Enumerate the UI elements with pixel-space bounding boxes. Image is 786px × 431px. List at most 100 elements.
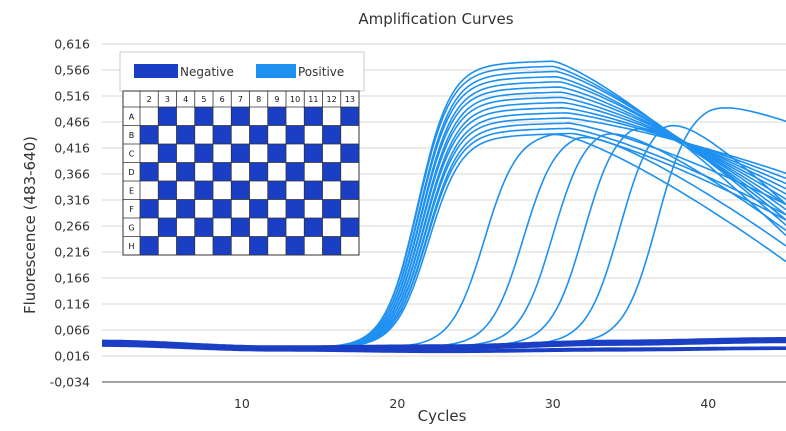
- chart-title: Amplification Curves: [358, 10, 513, 28]
- plate-well-negative: [176, 162, 195, 181]
- plate-well-negative: [249, 199, 268, 218]
- plate-well-negative: [176, 199, 195, 218]
- legend-swatch-positive: [256, 64, 296, 78]
- x-tick-label: 30: [545, 396, 561, 411]
- plate-well-negative: [140, 125, 159, 144]
- plate-well-negative: [249, 236, 268, 255]
- plate-well-negative: [286, 125, 305, 144]
- plate-well-negative: [231, 144, 250, 163]
- plate-well-negative: [267, 107, 286, 126]
- legend-label-positive: Positive: [298, 65, 344, 79]
- plate-well-negative: [194, 218, 213, 237]
- x-tick-label: 20: [389, 396, 405, 411]
- plate-well-negative: [213, 162, 232, 181]
- plate-well-negative: [322, 125, 341, 144]
- plate-column-label: 10: [290, 95, 300, 104]
- plate-well-negative: [140, 162, 159, 181]
- plate-column-label: 4: [183, 95, 188, 104]
- x-axis-label: Cycles: [418, 407, 467, 425]
- plate-well-negative: [194, 144, 213, 163]
- plate-row-label: E: [129, 186, 134, 195]
- x-axis-ticks: 10 20 30 40: [234, 396, 716, 411]
- y-tick-label: 0,466: [54, 115, 90, 130]
- plate-well-negative: [213, 236, 232, 255]
- y-axis-ticks: 0,616 0,566 0,516 0,466 0,416 0,366 0,316 0,266…: [50, 37, 90, 390]
- y-tick-label: 0,366: [54, 167, 90, 182]
- y-tick-label: 0,566: [54, 63, 90, 78]
- plate-row-label: G: [128, 223, 134, 232]
- y-tick-label: 0,116: [54, 297, 90, 312]
- plate-well-negative: [194, 181, 213, 200]
- plate-row-label: B: [129, 131, 135, 140]
- plate-row-label: H: [128, 242, 134, 251]
- plate-row-label: A: [129, 112, 135, 121]
- plate-well-negative: [267, 181, 286, 200]
- x-tick-label: 40: [700, 396, 716, 411]
- plate-well-negative: [249, 125, 268, 144]
- plate-well-negative: [304, 218, 323, 237]
- plate-well-negative: [213, 199, 232, 218]
- plate-well-negative: [340, 181, 359, 200]
- plate-well-negative: [176, 236, 195, 255]
- plate-well-negative: [322, 162, 341, 181]
- plate-well-negative: [304, 107, 323, 126]
- negative-curve: [102, 344, 786, 354]
- plate-well-negative: [213, 125, 232, 144]
- plate-column-label: 9: [274, 95, 279, 104]
- plate-well-negative: [267, 144, 286, 163]
- plate-column-label: 12: [327, 95, 337, 104]
- plate-map: 2 3 4 5 6 7 8 9 10 11 12 13 A BC DE FG H: [122, 90, 360, 256]
- plate-column-label: 11: [308, 95, 318, 104]
- plate-well-negative: [286, 236, 305, 255]
- plate-well-negative: [231, 107, 250, 126]
- plate-well-negative: [340, 144, 359, 163]
- plate-well-negative: [140, 236, 159, 255]
- plate-well-negative: [158, 107, 177, 126]
- plate-well-negative: [267, 218, 286, 237]
- plate-well-negative: [322, 236, 341, 255]
- y-tick-label: 0,016: [54, 349, 90, 364]
- y-tick-label: 0,066: [54, 323, 90, 338]
- plate-well-negative: [194, 107, 213, 126]
- plate-well-negative: [158, 218, 177, 237]
- y-axis-label: Fluorescence (483-640): [21, 136, 39, 314]
- plate-well-negative: [304, 181, 323, 200]
- plate-well-negative: [158, 181, 177, 200]
- plate-row-label: F: [129, 205, 134, 214]
- plate-well-negative: [158, 144, 177, 163]
- x-tick-label: 10: [234, 396, 250, 411]
- plate-column-label: 7: [238, 95, 243, 104]
- plate-well-negative: [231, 181, 250, 200]
- plate-well-negative: [231, 218, 250, 237]
- plate-well-negative: [140, 199, 159, 218]
- plate-well-negative: [286, 199, 305, 218]
- plate-well-negative: [304, 144, 323, 163]
- plate-well-negative: [249, 162, 268, 181]
- legend-label-negative: Negative: [180, 65, 234, 79]
- plate-row-label: D: [128, 168, 134, 177]
- legend-swatch-negative: [134, 64, 178, 78]
- plate-well-negative: [322, 199, 341, 218]
- plate-row-label: C: [129, 149, 135, 158]
- curves: [101, 60, 786, 354]
- plate-well-negative: [176, 125, 195, 144]
- y-tick-label: 0,316: [54, 193, 90, 208]
- y-tick-label: 0,266: [54, 219, 90, 234]
- plate-well-negative: [286, 162, 305, 181]
- plate-column-label: 8: [256, 95, 261, 104]
- plate-column-label: 2: [147, 95, 152, 104]
- y-tick-label: 0,616: [54, 37, 90, 52]
- y-tick-label: -0,034: [50, 375, 90, 390]
- plate-legend-inset: Negative Positive 2 3 4 5 6 7 8 9 10 11 12 13 A BC DE F…: [119, 51, 365, 256]
- y-tick-label: 0,516: [54, 89, 90, 104]
- plate-column-label: 6: [220, 95, 225, 104]
- plate-column-label: 13: [345, 95, 355, 104]
- y-tick-label: 0,166: [54, 271, 90, 286]
- plate-column-label: 3: [165, 95, 170, 104]
- plate-well-negative: [340, 218, 359, 237]
- plate-well-negative: [340, 107, 359, 126]
- y-tick-label: 0,216: [54, 245, 90, 260]
- plate-column-label: 5: [201, 95, 206, 104]
- y-tick-label: 0,416: [54, 141, 90, 156]
